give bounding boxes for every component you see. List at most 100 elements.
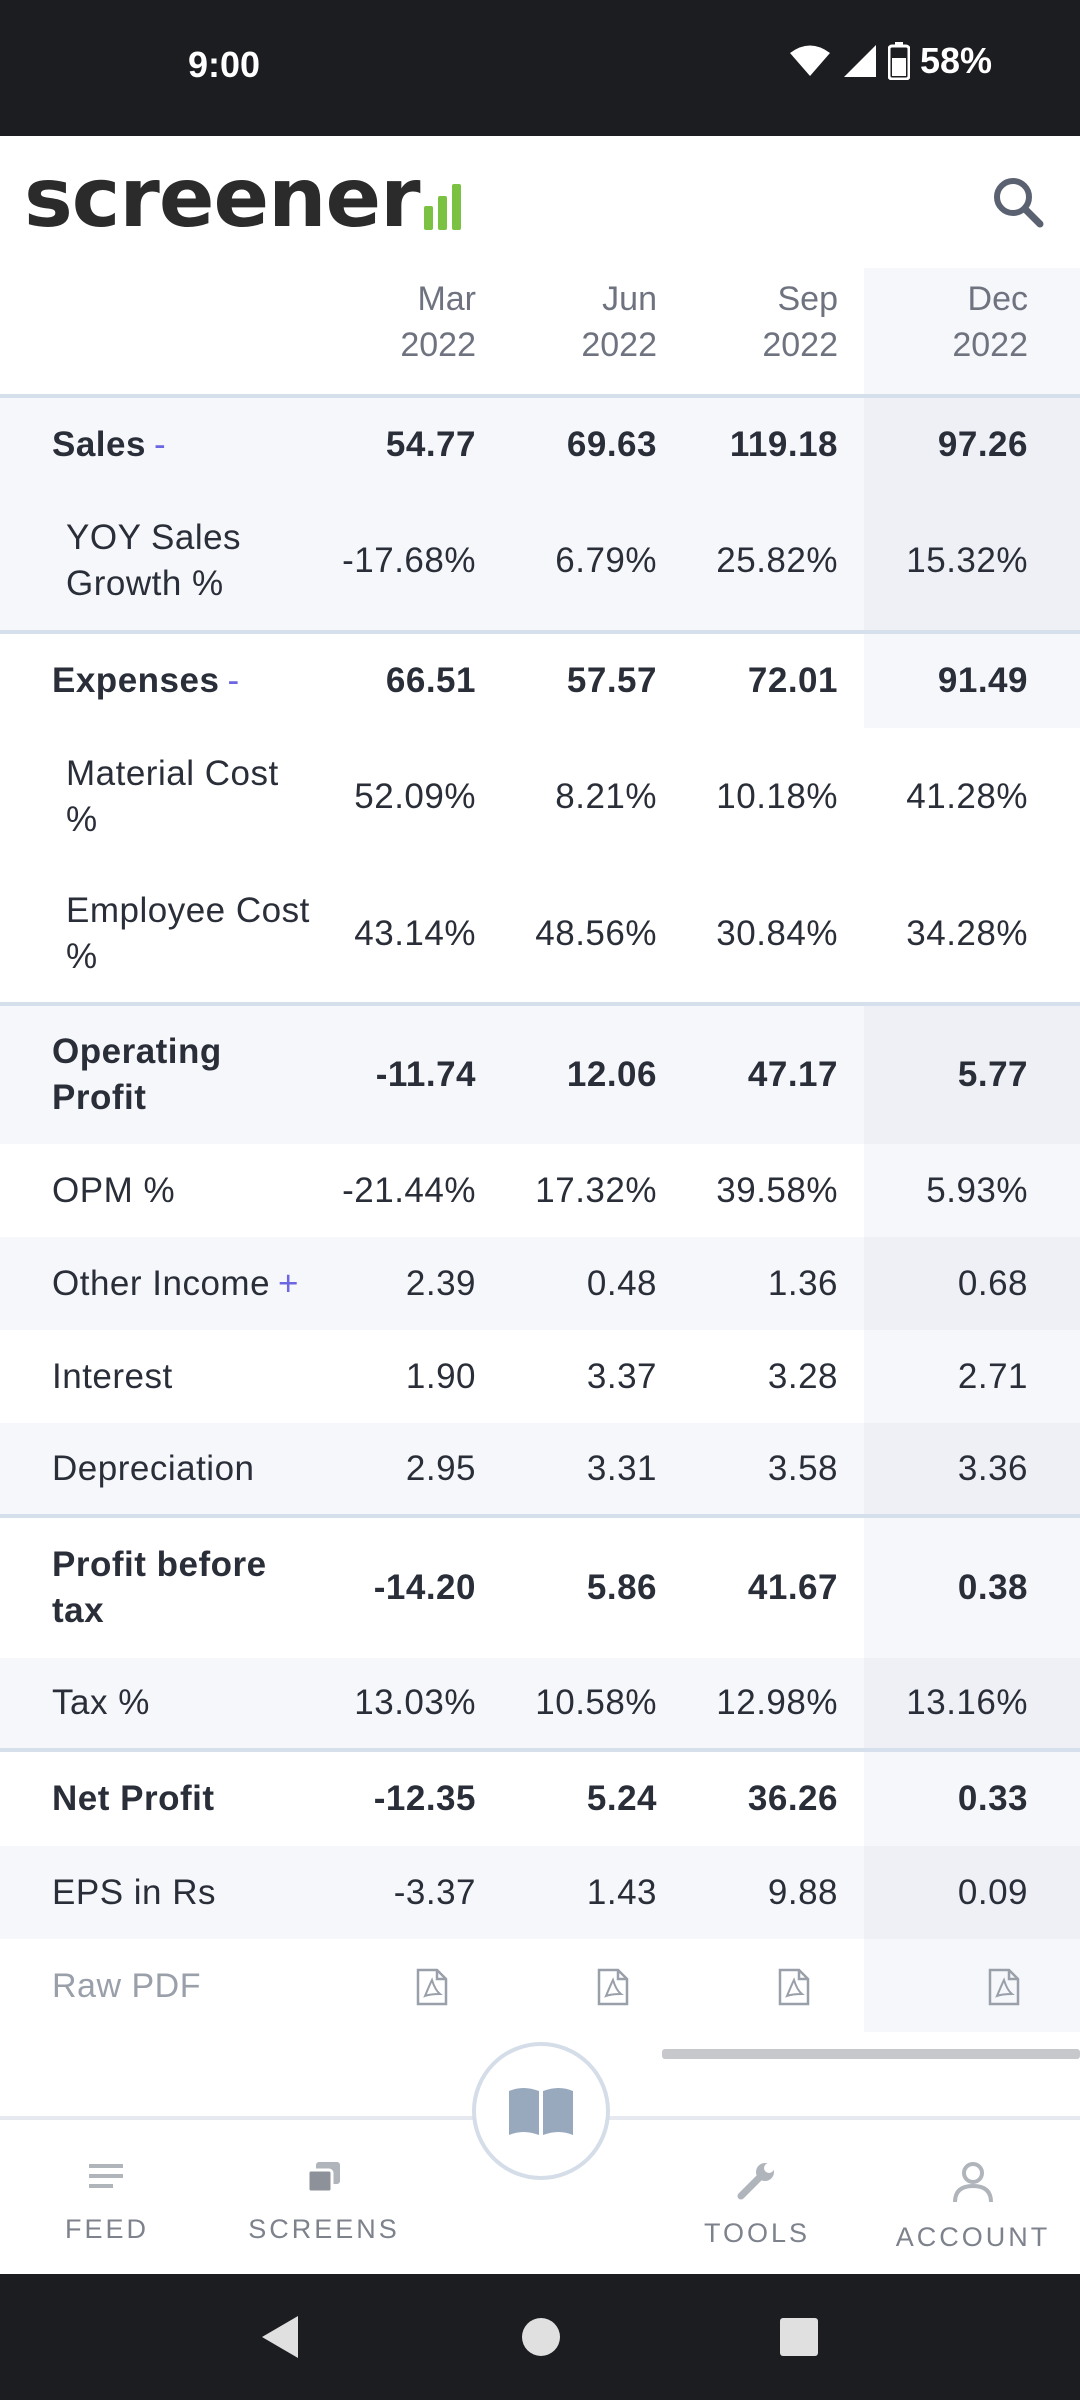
cell: -11.74 (322, 1002, 502, 1144)
cell: 8.21% (555, 777, 657, 816)
row-label: EPS in Rs (0, 1846, 322, 1939)
wifi-icon (788, 44, 832, 78)
center-book-button[interactable] (472, 2042, 610, 2180)
cell: 2.95 (322, 1423, 502, 1516)
cell: 1.90 (405, 1356, 476, 1396)
cell: 6.79% (502, 492, 683, 632)
cell: 91.49 (864, 630, 1080, 728)
cell: 0.48 (502, 1237, 683, 1330)
cell: -14.20 (322, 1514, 502, 1658)
cell: 5.93% (864, 1144, 1080, 1237)
home-icon[interactable] (520, 2314, 562, 2360)
wrench-icon (737, 2163, 774, 2200)
table-row: Net Profit -12.35 5.24 36.26 0.33 (0, 1748, 1080, 1846)
cell: 15.32% (864, 492, 1080, 632)
horizontal-scrollbar[interactable] (662, 2049, 1080, 2059)
cell: 9.88 (683, 1846, 864, 1939)
column-header: Mar 2022 (400, 280, 476, 364)
cell: 5.24 (502, 1748, 683, 1846)
table-row: Operating Profit -11.74 12.06 47.17 5.77 (0, 1002, 1080, 1144)
row-label-other-income[interactable]: Other Income + (0, 1237, 322, 1330)
row-label: Net Profit (0, 1748, 322, 1846)
book-icon (509, 2088, 573, 2135)
cell: 0.33 (864, 1748, 1080, 1846)
cell: 119.18 (683, 394, 864, 492)
cell: 0.38 (864, 1514, 1080, 1658)
battery-percent: 58% (919, 40, 992, 81)
cell: -21.44% (342, 1170, 476, 1210)
row-label: OPM % (52, 1170, 176, 1210)
nav-feed[interactable]: FEED (7, 2160, 207, 2245)
cell: -12.35 (322, 1748, 502, 1846)
screens-icon (306, 2162, 340, 2194)
cell: 97.26 (864, 394, 1080, 492)
nav-feed-label: FEED (64, 2214, 149, 2244)
cell: 3.37 (586, 1356, 657, 1396)
row-label: Operating Profit (0, 1002, 322, 1144)
cell: 57.57 (502, 630, 683, 728)
row-label: Profit before tax (0, 1514, 322, 1658)
pdf-icon (778, 1969, 810, 2006)
table-row: Sales - 54.77 69.63 119.18 97.26 (0, 394, 1080, 492)
app-header: screener (0, 136, 1080, 268)
column-header: Jun 2022 (581, 280, 657, 364)
collapse-toggle[interactable]: - (153, 425, 167, 464)
back-icon[interactable] (258, 2314, 302, 2360)
status-time: 9:00 (188, 44, 261, 85)
row-label-sales[interactable]: Sales - (0, 394, 322, 492)
pdf-link[interactable] (502, 1939, 683, 2032)
recents-icon[interactable] (778, 2314, 820, 2360)
nav-tools-label: TOOLS (703, 2218, 811, 2248)
table-row: Employee Cost % 43.14% 48.56% 30.84% 34.… (0, 866, 1080, 1004)
nav-account[interactable]: ACCOUNT (873, 2160, 1073, 2253)
cell: -17.68% (322, 492, 502, 632)
cell: 34.28% (864, 866, 1080, 1004)
cell: 41.67 (683, 1514, 864, 1658)
cell: 72.01 (683, 630, 864, 728)
cell: 3.58 (683, 1423, 864, 1516)
cell: 0.09 (864, 1846, 1080, 1939)
cell: 69.63 (502, 394, 683, 492)
collapse-toggle[interactable]: - (227, 661, 240, 700)
cell: 2.39 (322, 1237, 502, 1330)
row-label: Material Cost % (66, 754, 279, 839)
screener-logo[interactable]: screener (24, 158, 461, 240)
table-header-row: Mar 2022 Jun 2022 Sep 2022 Dec 2022 (0, 268, 1080, 396)
table-row: OPM % -21.44% 17.32% 39.58% 5.93% (0, 1144, 1080, 1237)
cell: 13.03% (322, 1658, 502, 1750)
cell: 3.28 (767, 1356, 838, 1396)
cell: 48.56% (535, 914, 657, 953)
cell: 66.51 (322, 630, 502, 728)
logo-text: screener (24, 151, 421, 246)
cell: 3.36 (864, 1423, 1080, 1516)
pdf-icon (597, 1969, 629, 2006)
table-row: EPS in Rs -3.37 1.43 9.88 0.09 (0, 1846, 1080, 1939)
status-icons: 58% (788, 40, 992, 82)
pdf-link[interactable] (683, 1939, 864, 2032)
nav-tools[interactable]: TOOLS (657, 2160, 857, 2249)
pdf-link[interactable] (322, 1939, 502, 2032)
cell: 5.86 (502, 1514, 683, 1658)
logo-bars-icon (423, 184, 461, 230)
cell: 39.58% (716, 1170, 838, 1210)
nav-screens[interactable]: SCREENS (224, 2160, 424, 2245)
search-button[interactable] (982, 166, 1054, 238)
table-row: Other Income + 2.39 0.48 1.36 0.68 (0, 1237, 1080, 1330)
cell: 3.31 (502, 1423, 683, 1516)
quarterly-results-table[interactable]: Mar 2022 Jun 2022 Sep 2022 Dec 2022 Sales - 5… (0, 268, 1080, 2048)
row-label: Tax % (0, 1658, 322, 1750)
cell: 17.32% (535, 1170, 657, 1210)
pdf-link[interactable] (864, 1939, 1080, 2032)
table-row: Depreciation 2.95 3.31 3.58 3.36 (0, 1423, 1080, 1516)
expand-toggle[interactable]: + (278, 1263, 299, 1303)
cell: 41.28% (864, 728, 1080, 866)
pdf-icon (988, 1969, 1020, 2006)
cell: 0.68 (864, 1237, 1080, 1330)
pdf-icon (416, 1969, 448, 2006)
cell: 10.58% (502, 1658, 683, 1750)
cell: 43.14% (354, 914, 476, 953)
cell: 1.43 (502, 1846, 683, 1939)
cell: 10.18% (716, 777, 838, 816)
row-label-expenses[interactable]: Expenses - (0, 630, 322, 728)
nav-account-label: ACCOUNT (895, 2222, 1051, 2252)
